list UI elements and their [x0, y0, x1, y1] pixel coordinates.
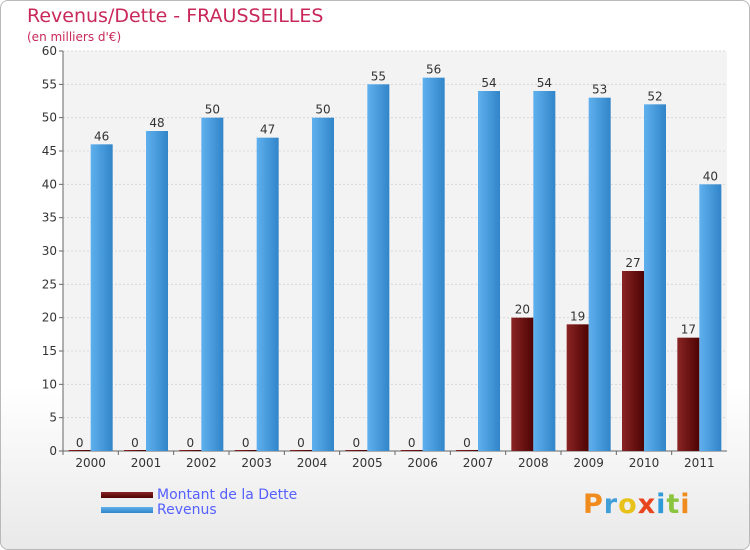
- y-tick-label: 45: [42, 144, 57, 158]
- y-tick-label: 10: [42, 377, 57, 391]
- y-tick-label: 55: [42, 77, 57, 91]
- y-tick-label: 15: [42, 344, 57, 358]
- bar-revenus: [201, 117, 224, 452]
- bar-dette: [179, 450, 202, 451]
- logo-letter: x: [637, 489, 657, 520]
- y-tick-label: 0: [49, 444, 57, 458]
- x-tick-label: 2003: [241, 456, 272, 470]
- chart-title: Revenus/Dette - FRAUSSEILLES: [27, 5, 324, 27]
- x-tick-label: 2009: [573, 456, 604, 470]
- logo-letter: o: [618, 489, 638, 520]
- bar-dette: [511, 317, 534, 451]
- data-label-dette: 0: [76, 436, 84, 450]
- bar-dette: [400, 450, 423, 451]
- data-label-revenus: 53: [592, 83, 607, 97]
- bar-dette: [124, 450, 146, 451]
- x-tick-label: 2001: [131, 456, 162, 470]
- data-label-revenus: 55: [371, 69, 386, 83]
- data-label-revenus: 50: [315, 103, 330, 117]
- x-tick-label: 2008: [518, 456, 549, 470]
- bar-revenus: [422, 77, 445, 452]
- bar-dette: [677, 337, 700, 451]
- x-tick-label: 2004: [297, 456, 328, 470]
- chart-subtitle: (en milliers d'€): [27, 30, 122, 44]
- data-label-revenus: 54: [481, 76, 496, 90]
- bar-dette: [234, 450, 257, 451]
- data-label-dette: 0: [242, 436, 250, 450]
- bar-revenus: [146, 131, 168, 451]
- data-label-dette: 17: [681, 323, 696, 337]
- x-tick-label: 2011: [684, 456, 715, 470]
- data-label-dette: 27: [625, 256, 640, 270]
- logo-letter: i: [656, 489, 667, 520]
- data-label-dette: 0: [297, 436, 305, 450]
- data-label-revenus: 48: [149, 116, 164, 130]
- bar-dette: [68, 450, 91, 451]
- legend-item-dette: Montant de la Dette: [101, 486, 298, 503]
- data-label-revenus: 40: [703, 169, 718, 183]
- bar-dette: [566, 324, 589, 451]
- legend-swatch-revenus: [101, 506, 153, 513]
- legend-label-dette: Montant de la Dette: [157, 486, 298, 503]
- bar-revenus: [533, 91, 556, 451]
- legend-swatch-dette: [101, 491, 153, 498]
- y-tick-label: 5: [49, 411, 57, 425]
- data-label-dette: 19: [570, 309, 585, 323]
- bar-dette: [290, 450, 312, 451]
- bar-revenus: [699, 184, 722, 452]
- x-tick-label: 2005: [352, 456, 383, 470]
- x-tick-label: 2010: [629, 456, 660, 470]
- bar-revenus: [256, 137, 279, 451]
- data-label-revenus: 50: [205, 103, 220, 117]
- bar-revenus: [478, 91, 500, 451]
- data-label-dette: 20: [515, 303, 530, 317]
- legend-item-revenus: Revenus: [101, 501, 297, 518]
- x-tick-label: 2006: [407, 456, 438, 470]
- data-label-revenus: 52: [647, 89, 662, 103]
- proxiti-logo: Proxiti: [583, 489, 691, 520]
- chart-legend: Montant de la Dette Revenus: [101, 486, 298, 518]
- bar-revenus: [90, 144, 113, 452]
- data-label-dette: 0: [131, 436, 139, 450]
- data-label-dette: 0: [408, 436, 416, 450]
- logo-letter: i: [680, 489, 691, 520]
- y-tick-label: 50: [42, 111, 57, 125]
- y-tick-label: 60: [42, 44, 57, 58]
- data-label-dette: 0: [353, 436, 361, 450]
- x-tick-label: 2007: [463, 456, 494, 470]
- bar-revenus: [312, 117, 334, 452]
- data-label-dette: 0: [463, 436, 471, 450]
- legend-label-revenus: Revenus: [157, 501, 217, 518]
- y-tick-label: 40: [42, 177, 57, 191]
- bar-dette: [345, 450, 368, 451]
- data-label-revenus: 54: [537, 76, 552, 90]
- data-label-revenus: 47: [260, 123, 275, 137]
- bar-revenus: [644, 104, 666, 451]
- bar-dette: [622, 271, 644, 451]
- y-tick-label: 35: [42, 211, 57, 225]
- logo-letter: t: [666, 489, 681, 520]
- data-label-revenus: 46: [94, 129, 109, 143]
- y-tick-label: 30: [42, 244, 57, 258]
- x-tick-label: 2000: [75, 456, 106, 470]
- logo-letter: r: [603, 489, 619, 520]
- logo-letter: P: [583, 489, 604, 520]
- data-label-dette: 0: [187, 436, 195, 450]
- x-tick-label: 2002: [186, 456, 217, 470]
- bar-dette: [456, 450, 478, 451]
- y-tick-label: 25: [42, 277, 57, 291]
- bar-revenus: [367, 84, 390, 451]
- y-tick-label: 20: [42, 311, 57, 325]
- data-label-revenus: 56: [426, 63, 441, 77]
- bar-revenus: [588, 97, 611, 452]
